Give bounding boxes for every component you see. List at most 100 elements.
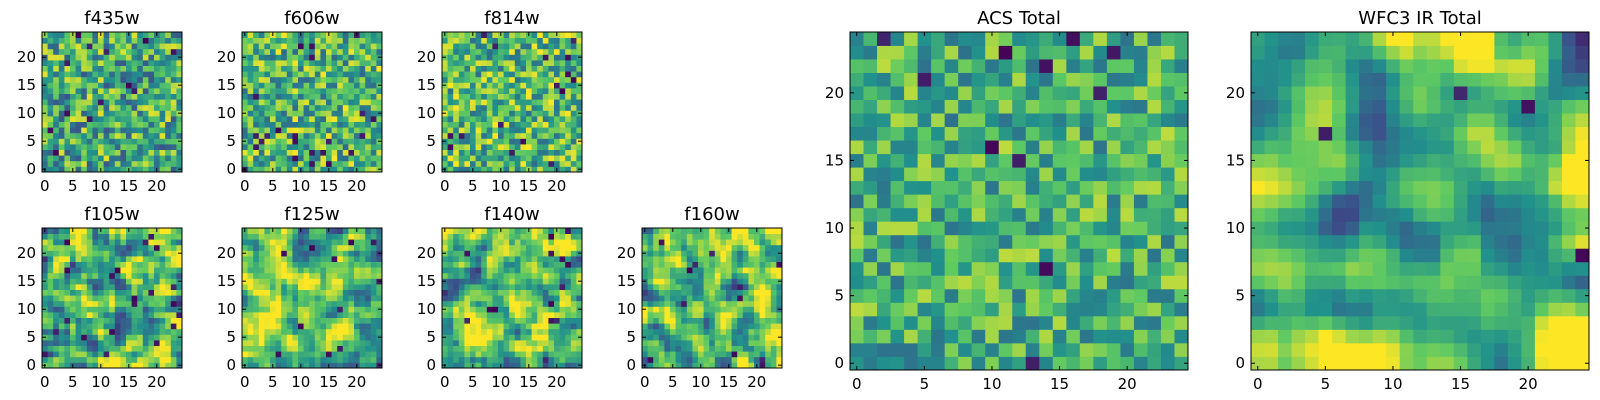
heatmap-cell xyxy=(503,93,510,100)
heatmap-cell xyxy=(75,250,82,257)
heatmap-cell xyxy=(1025,180,1040,195)
heatmap-cell xyxy=(559,289,566,296)
heatmap-cell xyxy=(526,149,532,156)
heatmap-cell xyxy=(514,323,521,330)
heatmap-cell xyxy=(120,356,127,363)
heatmap-cell xyxy=(264,284,271,290)
heatmap-cell xyxy=(698,351,704,358)
heatmap-cell xyxy=(81,166,88,173)
heatmap-cell xyxy=(642,295,648,302)
heatmap-cell xyxy=(537,43,544,50)
heatmap-cell xyxy=(176,233,183,240)
heatmap-cell xyxy=(314,233,321,240)
heatmap-cell xyxy=(47,127,54,134)
heatmap-cell xyxy=(559,267,566,274)
heatmap-cell xyxy=(337,54,344,61)
heatmap-cell xyxy=(1012,248,1027,263)
heatmap-cell xyxy=(114,228,121,234)
heatmap-cell xyxy=(70,356,76,363)
heatmap-cell xyxy=(342,351,349,358)
heatmap-cell xyxy=(309,155,316,162)
heatmap-cell xyxy=(292,43,299,50)
heatmap-cell xyxy=(365,88,372,94)
heatmap-cell xyxy=(1147,315,1162,330)
heatmap-cell xyxy=(464,272,471,279)
heatmap-cell xyxy=(365,267,372,274)
heatmap-cell xyxy=(114,312,121,318)
heatmap-cell xyxy=(537,239,544,246)
heatmap-cell xyxy=(526,71,532,78)
heatmap-cell xyxy=(303,300,310,307)
heatmap-cell xyxy=(971,180,986,195)
heatmap-cell xyxy=(526,284,532,290)
heatmap-cell xyxy=(314,328,321,335)
heatmap-cell xyxy=(331,295,338,302)
heatmap-cell xyxy=(670,317,676,324)
heatmap-cell xyxy=(354,250,360,257)
heatmap-cell xyxy=(917,275,932,290)
heatmap-cell xyxy=(742,362,749,369)
heatmap-cell xyxy=(98,43,104,50)
heatmap-cell xyxy=(142,138,149,145)
heatmap-cell xyxy=(337,345,344,352)
heatmap-cell xyxy=(1093,234,1108,249)
heatmap-cell xyxy=(759,228,766,234)
heatmap-cell xyxy=(258,278,265,285)
x-tick-label: 10 xyxy=(491,373,510,391)
heatmap-cell xyxy=(514,284,521,290)
heatmap-cell xyxy=(314,278,321,285)
heatmap-cell xyxy=(703,295,710,302)
heatmap-cell xyxy=(464,356,471,363)
heatmap-cell xyxy=(647,267,654,274)
heatmap-cell xyxy=(86,93,93,100)
heatmap-cell xyxy=(453,233,460,240)
heatmap-cell xyxy=(509,88,516,94)
heatmap-cell xyxy=(765,233,772,240)
heatmap-cell xyxy=(737,300,744,307)
heatmap-cell xyxy=(458,116,465,122)
heatmap-cell xyxy=(503,295,510,302)
heatmap-cell xyxy=(703,328,710,335)
heatmap-cell xyxy=(376,116,383,122)
heatmap-cell xyxy=(1106,180,1121,195)
heatmap-cell xyxy=(98,132,104,139)
heatmap-cell xyxy=(714,278,721,285)
heatmap-cell xyxy=(464,256,471,262)
heatmap-cell xyxy=(326,312,332,318)
heatmap-cell xyxy=(270,340,276,346)
heatmap-cell xyxy=(242,356,248,363)
heatmap-cell xyxy=(554,306,560,313)
heatmap-cell xyxy=(326,356,332,363)
heatmap-cell xyxy=(475,32,482,38)
heatmap-cell xyxy=(92,149,99,156)
heatmap-cell xyxy=(365,334,372,341)
heatmap-cell xyxy=(664,312,671,318)
heatmap-cell xyxy=(548,328,555,335)
heatmap-cell xyxy=(481,334,488,341)
heatmap-cell xyxy=(81,71,88,78)
heatmap-cell xyxy=(131,289,138,296)
heatmap-cell xyxy=(370,76,377,83)
heatmap-cell xyxy=(520,166,527,173)
heatmap-cell xyxy=(520,328,527,335)
heatmap-cell xyxy=(47,351,54,358)
heatmap-cell xyxy=(81,116,88,122)
x-tick-label: 5 xyxy=(468,177,478,195)
heatmap-cell xyxy=(576,351,583,358)
heatmap-cell xyxy=(303,149,310,156)
heatmap-cell xyxy=(442,261,448,268)
heatmap-cell xyxy=(92,295,99,302)
heatmap-cell xyxy=(537,345,544,352)
heatmap-cell xyxy=(653,300,660,307)
heatmap-cell xyxy=(675,334,682,341)
heatmap-cell xyxy=(554,317,560,324)
heatmap-cell xyxy=(242,104,248,111)
heatmap-cell xyxy=(526,144,532,150)
heatmap-cell xyxy=(348,284,355,290)
heatmap-cell xyxy=(148,295,155,302)
heatmap-cell xyxy=(686,328,693,335)
heatmap-cell xyxy=(281,43,288,50)
heatmap-cell xyxy=(442,256,448,262)
heatmap-cell xyxy=(442,37,448,44)
heatmap-cell xyxy=(1174,207,1189,222)
